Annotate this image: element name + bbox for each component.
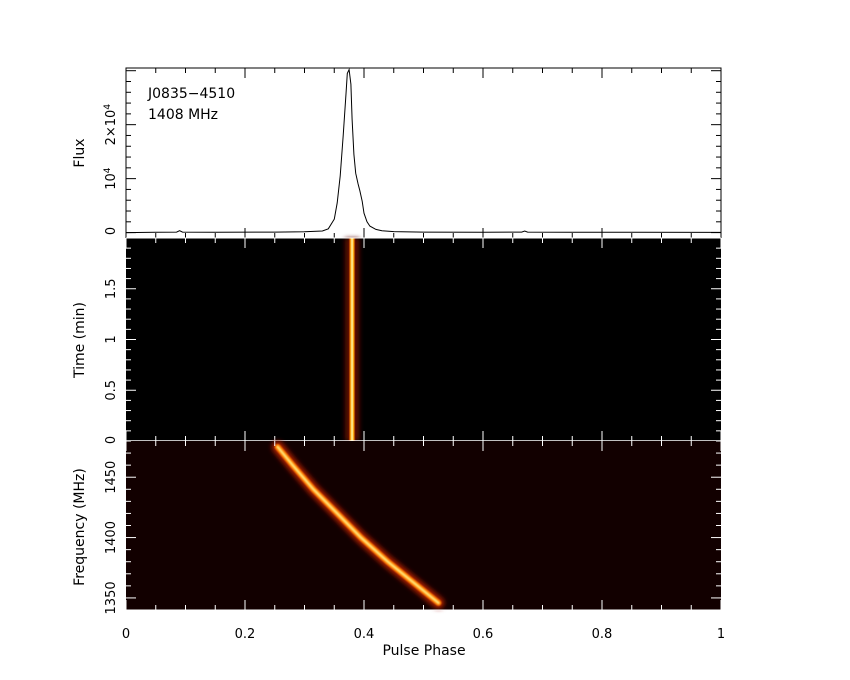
profile-ylabel: Flux: [72, 138, 88, 167]
xtick-labels: 0 0.2 0.4 0.6 0.8 1: [122, 627, 725, 642]
time-ytick-label-0: 0: [104, 436, 119, 444]
annotation-frequency: 1408 MHz: [148, 107, 218, 123]
time-phase-ytick-labels: 0 0.5 1 1.5: [104, 278, 119, 444]
xlabel: Pulse Phase: [382, 643, 465, 659]
xtick-label-3: 0.6: [473, 627, 494, 642]
frequency-phase-background: [126, 441, 721, 610]
frequency-ytick-label-2: 1450: [104, 461, 119, 494]
profile-panel: 0 104 2×104 Flux J0835−4510 1408 MHz: [72, 67, 722, 239]
time-phase-panel: 0 0.5 1 1.5 Time (min): [72, 237, 722, 444]
time-phase-ylabel: Time (min): [72, 302, 88, 379]
xtick-label-2: 0.4: [354, 627, 375, 642]
time-ytick-label-3: 1.5: [104, 278, 119, 299]
xtick-label-5: 1: [717, 627, 725, 642]
profile-series-line: [125, 67, 722, 234]
profile-ytick-label-1: 104: [103, 167, 119, 190]
xtick-label-4: 0.8: [592, 627, 613, 642]
frequency-ytick-label-0: 1350: [104, 581, 119, 614]
frequency-phase-ytick-labels: 1350 1400 1450: [104, 461, 119, 615]
time-phase-background: [126, 238, 721, 441]
profile-ytick-label-0: 0: [104, 227, 119, 235]
profile-ytick-label-2: 2×104: [103, 104, 119, 146]
profile-ytick-labels: 0 104 2×104: [103, 104, 119, 235]
time-phase-pulse-band: [347, 238, 357, 441]
xtick-label-1: 0.2: [235, 627, 256, 642]
frequency-phase-panel: 1350 1400 1450 0 0.2 0.4 0.6 0.8 1 Frequency (M…: [72, 440, 725, 659]
time-ytick-label-1: 0.5: [104, 380, 119, 401]
xtick-label-0: 0: [122, 627, 130, 642]
frequency-phase-ylabel: Frequency (MHz): [72, 468, 88, 586]
frequency-ytick-label-1: 1400: [104, 521, 119, 554]
profile-ticks: [125, 68, 722, 238]
annotation-pulsar-name: J0835−4510: [147, 86, 235, 102]
frequency-phase-ticks: [125, 440, 722, 610]
frequency-phase-sweep-core: [276, 445, 440, 605]
time-ytick-label-2: 1: [104, 335, 119, 343]
